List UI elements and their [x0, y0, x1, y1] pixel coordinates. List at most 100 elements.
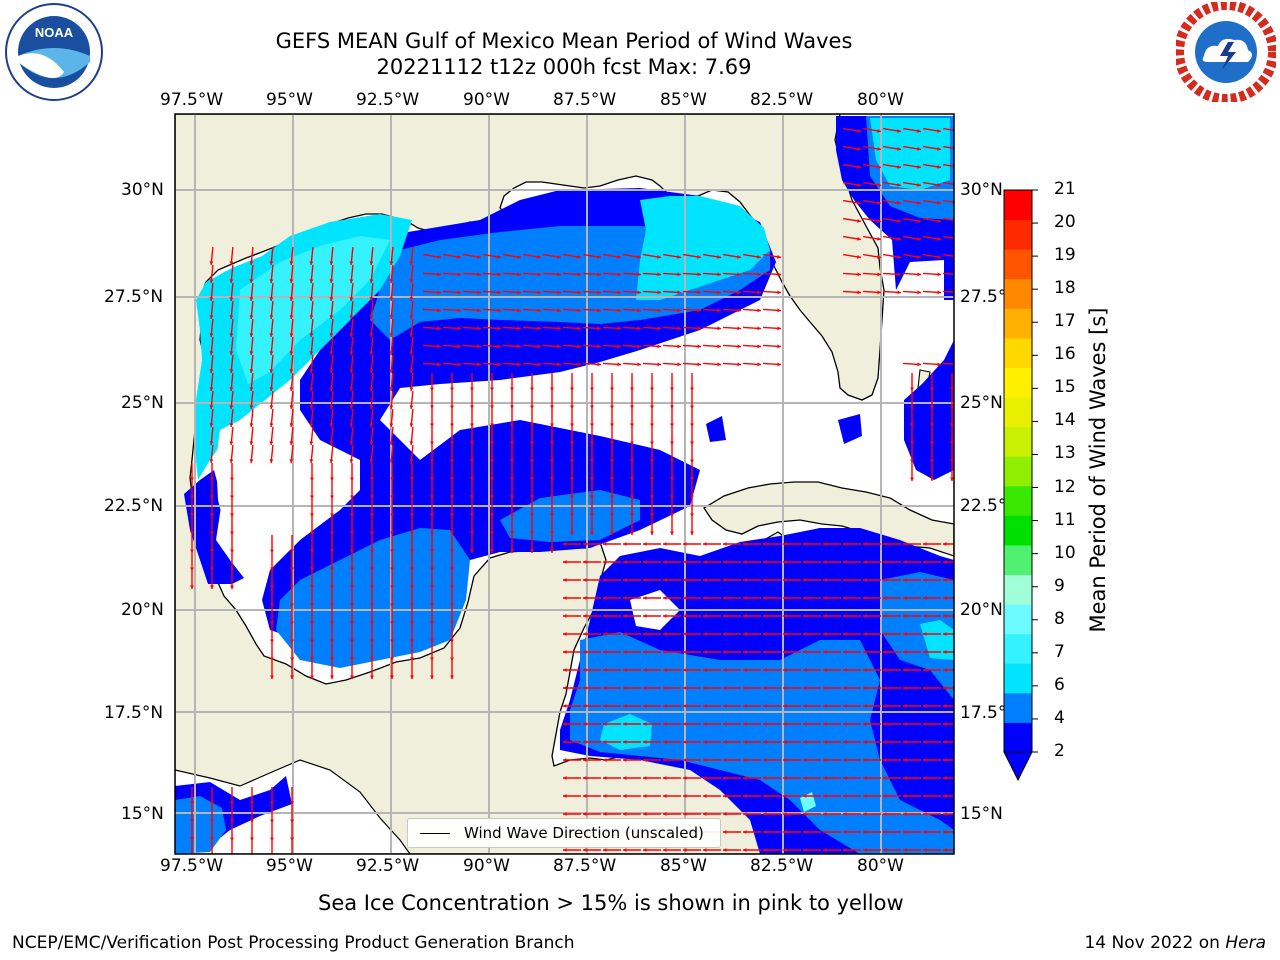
wave-direction-arrow — [329, 246, 334, 266]
wave-direction-arrow — [590, 445, 594, 463]
wave-direction-arrow — [410, 661, 414, 679]
colorbar-swatch — [1004, 337, 1032, 368]
wave-direction-arrow — [643, 794, 661, 798]
wave-direction-arrow — [863, 235, 881, 241]
wave-direction-arrow — [390, 661, 394, 679]
wave-direction-arrow — [603, 740, 621, 744]
wave-direction-arrow — [703, 560, 721, 564]
wave-direction-arrow — [663, 758, 681, 762]
wave-direction-arrow — [542, 272, 562, 277]
wave-direction-arrow — [210, 463, 214, 481]
wave-direction-arrow — [190, 535, 194, 553]
wave-direction-arrow — [510, 373, 514, 391]
wave-direction-arrow — [530, 463, 534, 481]
wave-direction-arrow — [783, 632, 801, 636]
wave-direction-arrow — [623, 758, 641, 762]
wave-direction-arrow — [543, 253, 561, 259]
wave-direction-arrow — [229, 354, 234, 374]
wave-direction-arrow — [583, 668, 601, 672]
wave-direction-arrow — [369, 318, 374, 338]
wave-direction-arrow — [943, 776, 954, 780]
wave-direction-arrow — [843, 181, 861, 187]
wave-direction-arrow — [229, 336, 234, 356]
wave-direction-arrow — [823, 722, 841, 726]
wave-direction-arrow — [330, 535, 334, 553]
wave-direction-arrow — [650, 499, 654, 517]
wave-direction-arrow — [763, 758, 781, 762]
wave-direction-arrow — [943, 704, 954, 708]
wave-direction-arrow — [482, 326, 502, 331]
wave-direction-arrow — [663, 794, 681, 798]
wave-direction-arrow — [350, 481, 354, 499]
wave-direction-arrow — [209, 372, 214, 392]
wave-direction-arrow — [863, 163, 881, 169]
wave-direction-arrow — [350, 571, 354, 589]
wave-direction-arrow — [249, 444, 254, 464]
wave-direction-arrow — [329, 300, 334, 320]
wave-direction-arrow — [510, 409, 514, 427]
wave-direction-arrow — [682, 344, 702, 349]
wave-direction-arrow — [410, 589, 414, 607]
wave-direction-arrow — [623, 253, 641, 259]
wave-direction-arrow — [563, 794, 581, 798]
wave-direction-arrow — [943, 199, 954, 204]
wave-direction-arrow — [370, 517, 374, 535]
wave-direction-arrow — [862, 272, 882, 277]
wave-direction-arrow — [843, 812, 861, 816]
wave-direction-arrow — [462, 290, 482, 295]
wave-direction-arrow — [209, 282, 214, 302]
wave-direction-arrow — [550, 499, 554, 517]
wave-direction-arrow — [630, 481, 634, 499]
wave-direction-arrow — [703, 794, 721, 798]
wave-direction-arrow — [642, 344, 662, 349]
wave-direction-arrow — [550, 481, 554, 499]
lat-tick-label: 27.5°N — [104, 287, 164, 307]
wave-direction-arrow — [762, 362, 782, 367]
wave-direction-arrow — [702, 326, 722, 331]
wave-direction-arrow — [883, 127, 901, 133]
wave-direction-arrow — [783, 722, 801, 726]
wave-direction-arrow — [369, 426, 374, 446]
wave-direction-arrow — [450, 499, 454, 517]
wave-direction-arrow — [683, 542, 701, 546]
wave-direction-arrow — [803, 542, 821, 546]
wave-direction-arrow — [863, 830, 881, 834]
wave-direction-arrow — [389, 372, 394, 392]
wave-direction-arrow — [370, 463, 374, 481]
wave-direction-arrow — [490, 535, 494, 553]
wave-direction-arrow — [290, 823, 294, 841]
wave-direction-arrow — [269, 246, 274, 266]
wave-direction-arrow — [903, 758, 921, 762]
wave-direction-arrow — [703, 253, 721, 259]
lon-tick-label: 95°W — [266, 90, 313, 110]
wave-direction-arrow — [863, 848, 881, 852]
wave-direction-arrow — [843, 578, 861, 582]
wave-direction-arrow — [570, 409, 574, 427]
wave-direction-arrow — [450, 661, 454, 679]
wave-direction-arrow — [703, 758, 721, 762]
wave-direction-arrow — [582, 308, 602, 313]
wave-direction-arrow — [330, 463, 334, 481]
wave-direction-arrow — [389, 246, 394, 266]
wave-direction-arrow — [570, 481, 574, 499]
wave-direction-arrow — [269, 408, 274, 428]
lon-tick-label: 85°W — [660, 90, 707, 110]
wave-direction-arrow — [783, 650, 801, 654]
wave-direction-arrow — [409, 318, 414, 338]
wave-direction-arrow — [602, 326, 622, 331]
wave-direction-arrow — [470, 391, 474, 409]
colorbar-swatch — [1004, 278, 1032, 309]
wave-direction-arrow — [683, 253, 701, 259]
wave-direction-arrow — [923, 578, 941, 582]
wave-direction-arrow — [290, 589, 294, 607]
wave-direction-arrow — [843, 686, 861, 690]
wave-direction-arrow — [570, 517, 574, 535]
wave-direction-arrow — [703, 596, 721, 600]
wave-direction-arrow — [642, 290, 662, 295]
wave-direction-arrow — [390, 589, 394, 607]
wave-direction-arrow — [763, 704, 781, 708]
wave-direction-arrow — [230, 823, 234, 841]
wave-direction-arrow — [583, 740, 601, 744]
wave-direction-arrow — [389, 444, 394, 464]
wave-direction-arrow — [902, 272, 922, 277]
